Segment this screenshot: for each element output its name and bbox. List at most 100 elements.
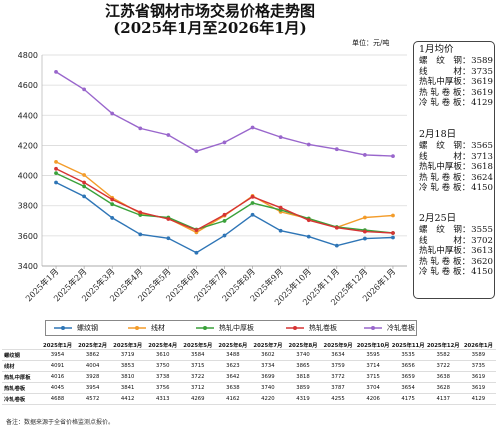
table-column-header: 2025年3月 bbox=[110, 341, 146, 350]
data-point-冷轧卷板 bbox=[110, 111, 115, 116]
chart-subtitle: (2025年1月至2026年1月) bbox=[113, 19, 307, 37]
y-tick-label: 3400 bbox=[18, 262, 38, 271]
data-point-螺纹钢 bbox=[278, 228, 283, 233]
table-cell: 3859 bbox=[285, 382, 321, 394]
data-point-热轧卷板 bbox=[82, 180, 87, 185]
table-cell: 3715 bbox=[180, 360, 216, 372]
table-cell: 3865 bbox=[285, 360, 321, 372]
legend-swatch bbox=[196, 326, 214, 330]
summary-value: 3619 bbox=[471, 87, 493, 98]
summary-group: 1月均价螺 纹 钢： 3589 线 材： 3735 热轧中厚板： 3619 热 轧 卷 板：… bbox=[419, 44, 493, 108]
table-cell: 3659 bbox=[390, 371, 426, 383]
summary-label: 热 轧 卷 板： bbox=[419, 172, 471, 183]
table-cell: 4572 bbox=[75, 393, 111, 405]
data-point-冷轧卷板 bbox=[334, 147, 339, 152]
summary-value: 3619 bbox=[471, 77, 493, 88]
table-column-header: 2025年12月 bbox=[425, 341, 461, 350]
chart-title: 江苏省钢材市场交易价格走势图 bbox=[104, 2, 315, 20]
table-cell: 3704 bbox=[355, 382, 391, 394]
summary-label: 线 材： bbox=[419, 66, 471, 77]
table-cell: 4091 bbox=[40, 360, 76, 372]
table-cell: 3722 bbox=[425, 360, 461, 372]
y-tick-label: 4200 bbox=[18, 141, 38, 150]
table-cell: 3623 bbox=[215, 360, 251, 372]
summary-label: 螺 纹 钢： bbox=[419, 141, 471, 152]
summary-row: 冷 轧 卷 板： 4150 bbox=[419, 267, 493, 277]
table-cell: 3722 bbox=[180, 371, 216, 383]
table-cell: 4313 bbox=[145, 393, 181, 405]
table-column-header: 2025年8月 bbox=[285, 341, 321, 350]
data-point-螺纹钢 bbox=[194, 250, 199, 255]
table-row: 冷轧卷板 4688 4572 4412 4313 4269 4162 4220 4319 4255… bbox=[2, 393, 496, 405]
summary-row: 冷 轧 卷 板： 4150 bbox=[419, 183, 493, 193]
table-row-label: 冷轧卷板 bbox=[2, 393, 40, 405]
data-point-热轧中厚板 bbox=[250, 201, 255, 205]
table-column-header: 2025年7月 bbox=[250, 341, 286, 350]
table-column-header: 2026年1月 bbox=[460, 341, 496, 350]
summary-row: 热轧中厚板： 3619 bbox=[419, 77, 493, 87]
summary-value: 4150 bbox=[471, 267, 493, 278]
data-point-螺纹钢 bbox=[166, 236, 171, 241]
summary-value: 3613 bbox=[471, 246, 493, 257]
summary-value: 3555 bbox=[471, 225, 493, 236]
price-summary-panel: 1月均价螺 纹 钢： 3589 线 材： 3735 热轧中厚板： 3619 热 轧 卷 板：… bbox=[413, 41, 495, 299]
data-point-螺纹钢 bbox=[54, 180, 58, 185]
data-point-螺纹钢 bbox=[306, 234, 311, 239]
summary-row: 螺 纹 钢： 3555 bbox=[419, 225, 493, 235]
table-column-header: 2025年11月 bbox=[390, 341, 426, 350]
summary-value: 3735 bbox=[471, 66, 493, 77]
table-column-header: 2025年1月 bbox=[40, 341, 76, 350]
data-point-冷轧卷板 bbox=[54, 69, 58, 74]
data-point-热轧卷板 bbox=[306, 218, 311, 223]
summary-row: 螺 纹 钢： 3589 bbox=[419, 56, 493, 66]
table-cell: 3654 bbox=[390, 382, 426, 394]
table-row: 热轧卷板 4045 3954 3841 3756 3712 3638 3740 3859 3787… bbox=[2, 382, 496, 394]
summary-label: 螺 纹 钢： bbox=[419, 56, 471, 67]
legend-label: 热轧卷板 bbox=[309, 324, 337, 332]
table-row-label: 线材 bbox=[2, 360, 40, 372]
data-point-热轧卷板 bbox=[222, 212, 227, 217]
y-tick-label: 4400 bbox=[18, 111, 38, 120]
legend-swatch bbox=[286, 326, 304, 330]
summary-value: 3618 bbox=[471, 162, 493, 173]
summary-value: 3702 bbox=[471, 235, 493, 246]
data-point-热轧卷板 bbox=[54, 166, 58, 171]
table-column-header: 2025年9月 bbox=[320, 341, 356, 350]
summary-value: 3565 bbox=[471, 141, 493, 152]
footnote: 备注：数据来源于全省价格监测点报价。 bbox=[6, 419, 115, 426]
table-header-row: 2025年1月 2025年2月 2025年3月 2025年4月 2025年5月 2025年… bbox=[2, 341, 496, 350]
data-point-热轧卷板 bbox=[110, 197, 115, 202]
data-point-热轧中厚板 bbox=[110, 202, 115, 207]
legend-swatch bbox=[54, 326, 72, 330]
data-point-冷轧卷板 bbox=[306, 142, 311, 147]
table-cell: 3759 bbox=[320, 360, 356, 372]
table-cell: 3787 bbox=[320, 382, 356, 394]
table-cell: 4016 bbox=[40, 371, 76, 383]
summary-label: 热 轧 卷 板： bbox=[419, 87, 471, 98]
summary-label: 冷 轧 卷 板： bbox=[419, 267, 471, 278]
legend-item: 螺纹钢 bbox=[54, 323, 98, 333]
summary-group-title: 1月均价 bbox=[419, 44, 454, 55]
table-cell: 3719 bbox=[110, 349, 146, 361]
data-point-冷轧卷板 bbox=[391, 154, 395, 159]
data-point-热轧中厚板 bbox=[138, 213, 143, 217]
table-cell: 4319 bbox=[285, 393, 321, 405]
table-cell: 3772 bbox=[320, 371, 356, 383]
table-cell: 3954 bbox=[75, 382, 111, 394]
legend-item: 冷轧卷板 bbox=[364, 323, 415, 333]
table-column-header: 2025年10月 bbox=[355, 341, 391, 350]
data-point-冷轧卷板 bbox=[194, 149, 199, 154]
summary-label: 线 材： bbox=[419, 151, 471, 162]
summary-group: 2月25日螺 纹 钢： 3555 线 材： 3702 热轧中厚板： 3613 热 轧 卷 板… bbox=[419, 213, 493, 277]
table-cell: 4220 bbox=[250, 393, 286, 405]
data-point-冷轧卷板 bbox=[362, 153, 367, 157]
summary-label: 热轧中厚板： bbox=[419, 246, 471, 257]
table-cell: 3535 bbox=[390, 349, 426, 361]
table-cell: 3619 bbox=[460, 382, 496, 394]
table-cell: 3582 bbox=[425, 349, 461, 361]
summary-value: 3624 bbox=[471, 172, 493, 183]
summary-label: 线 材： bbox=[419, 235, 471, 246]
table-cell: 3699 bbox=[250, 371, 286, 383]
y-tick-label: 3600 bbox=[18, 232, 38, 241]
line-chart: 340036003800400042004400460048002025年1月2… bbox=[18, 51, 407, 307]
